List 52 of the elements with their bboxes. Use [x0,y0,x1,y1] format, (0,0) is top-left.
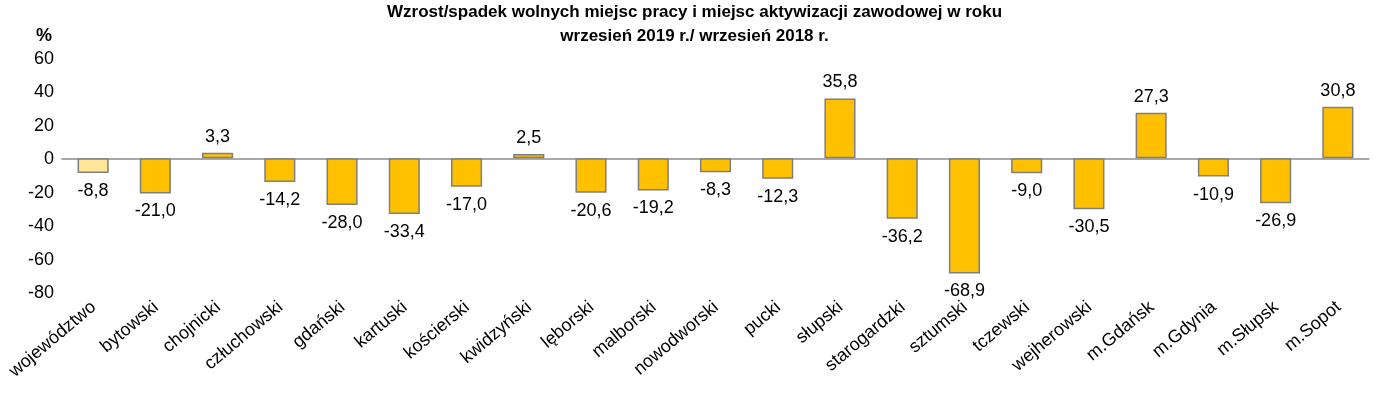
bar [886,158,918,219]
bar [1260,158,1292,204]
chart-title: Wzrost/spadek wolnych miejsc pracy i miejsc aktywizacji zawodowej w roku wrzesień 2019 r./ wrzesień 2018 r. [386,1,1003,45]
bar [948,158,981,274]
data-label: 27,3 [1133,85,1169,106]
bar [1135,112,1167,159]
bar [450,158,483,187]
bar [1322,106,1354,159]
data-label: -12,3 [757,185,799,206]
bar [1073,158,1105,210]
bar [139,158,171,194]
y-tick-label: 0 [43,148,54,169]
bar [824,98,856,159]
y-tick-label: -60 [27,248,54,269]
y-tick-label: 40 [33,81,54,102]
bar [1011,158,1043,174]
bar [513,154,545,159]
data-label: -21,0 [134,200,176,221]
y-tick-label: -80 [27,282,54,302]
bar [388,158,420,215]
data-label: -19,2 [632,197,674,218]
data-label: 3,3 [205,125,231,146]
y-tick-label: 20 [33,114,54,135]
data-label: -68,9 [943,280,985,301]
bar [77,158,109,173]
data-label: -26,9 [1255,210,1297,231]
data-label: -9,0 [1011,180,1043,201]
bar [326,158,358,206]
bar [264,158,296,183]
y-tick-label: -40 [27,215,54,236]
data-label: -28,0 [321,212,363,233]
bar [575,158,607,193]
bar [762,158,794,179]
data-label: -20,6 [570,199,612,220]
data-label: -17,0 [446,193,488,214]
bar [637,158,669,191]
data-label: -8,8 [77,179,109,200]
y-tick-label: -20 [27,181,54,202]
data-label: -14,2 [259,189,301,210]
data-label: 2,5 [516,127,542,148]
bar [1197,158,1229,177]
bar [202,152,234,159]
data-label: 30,8 [1320,79,1356,100]
data-label: -30,5 [1068,216,1110,237]
data-label: -36,2 [881,225,923,246]
data-label: -8,3 [699,179,732,200]
data-label: 35,8 [822,71,858,92]
data-label: -33,4 [383,221,425,242]
data-label: -10,9 [1192,183,1234,204]
y-axis-title: % [35,25,52,45]
bar [699,158,732,173]
y-tick-label: 60 [33,48,54,68]
